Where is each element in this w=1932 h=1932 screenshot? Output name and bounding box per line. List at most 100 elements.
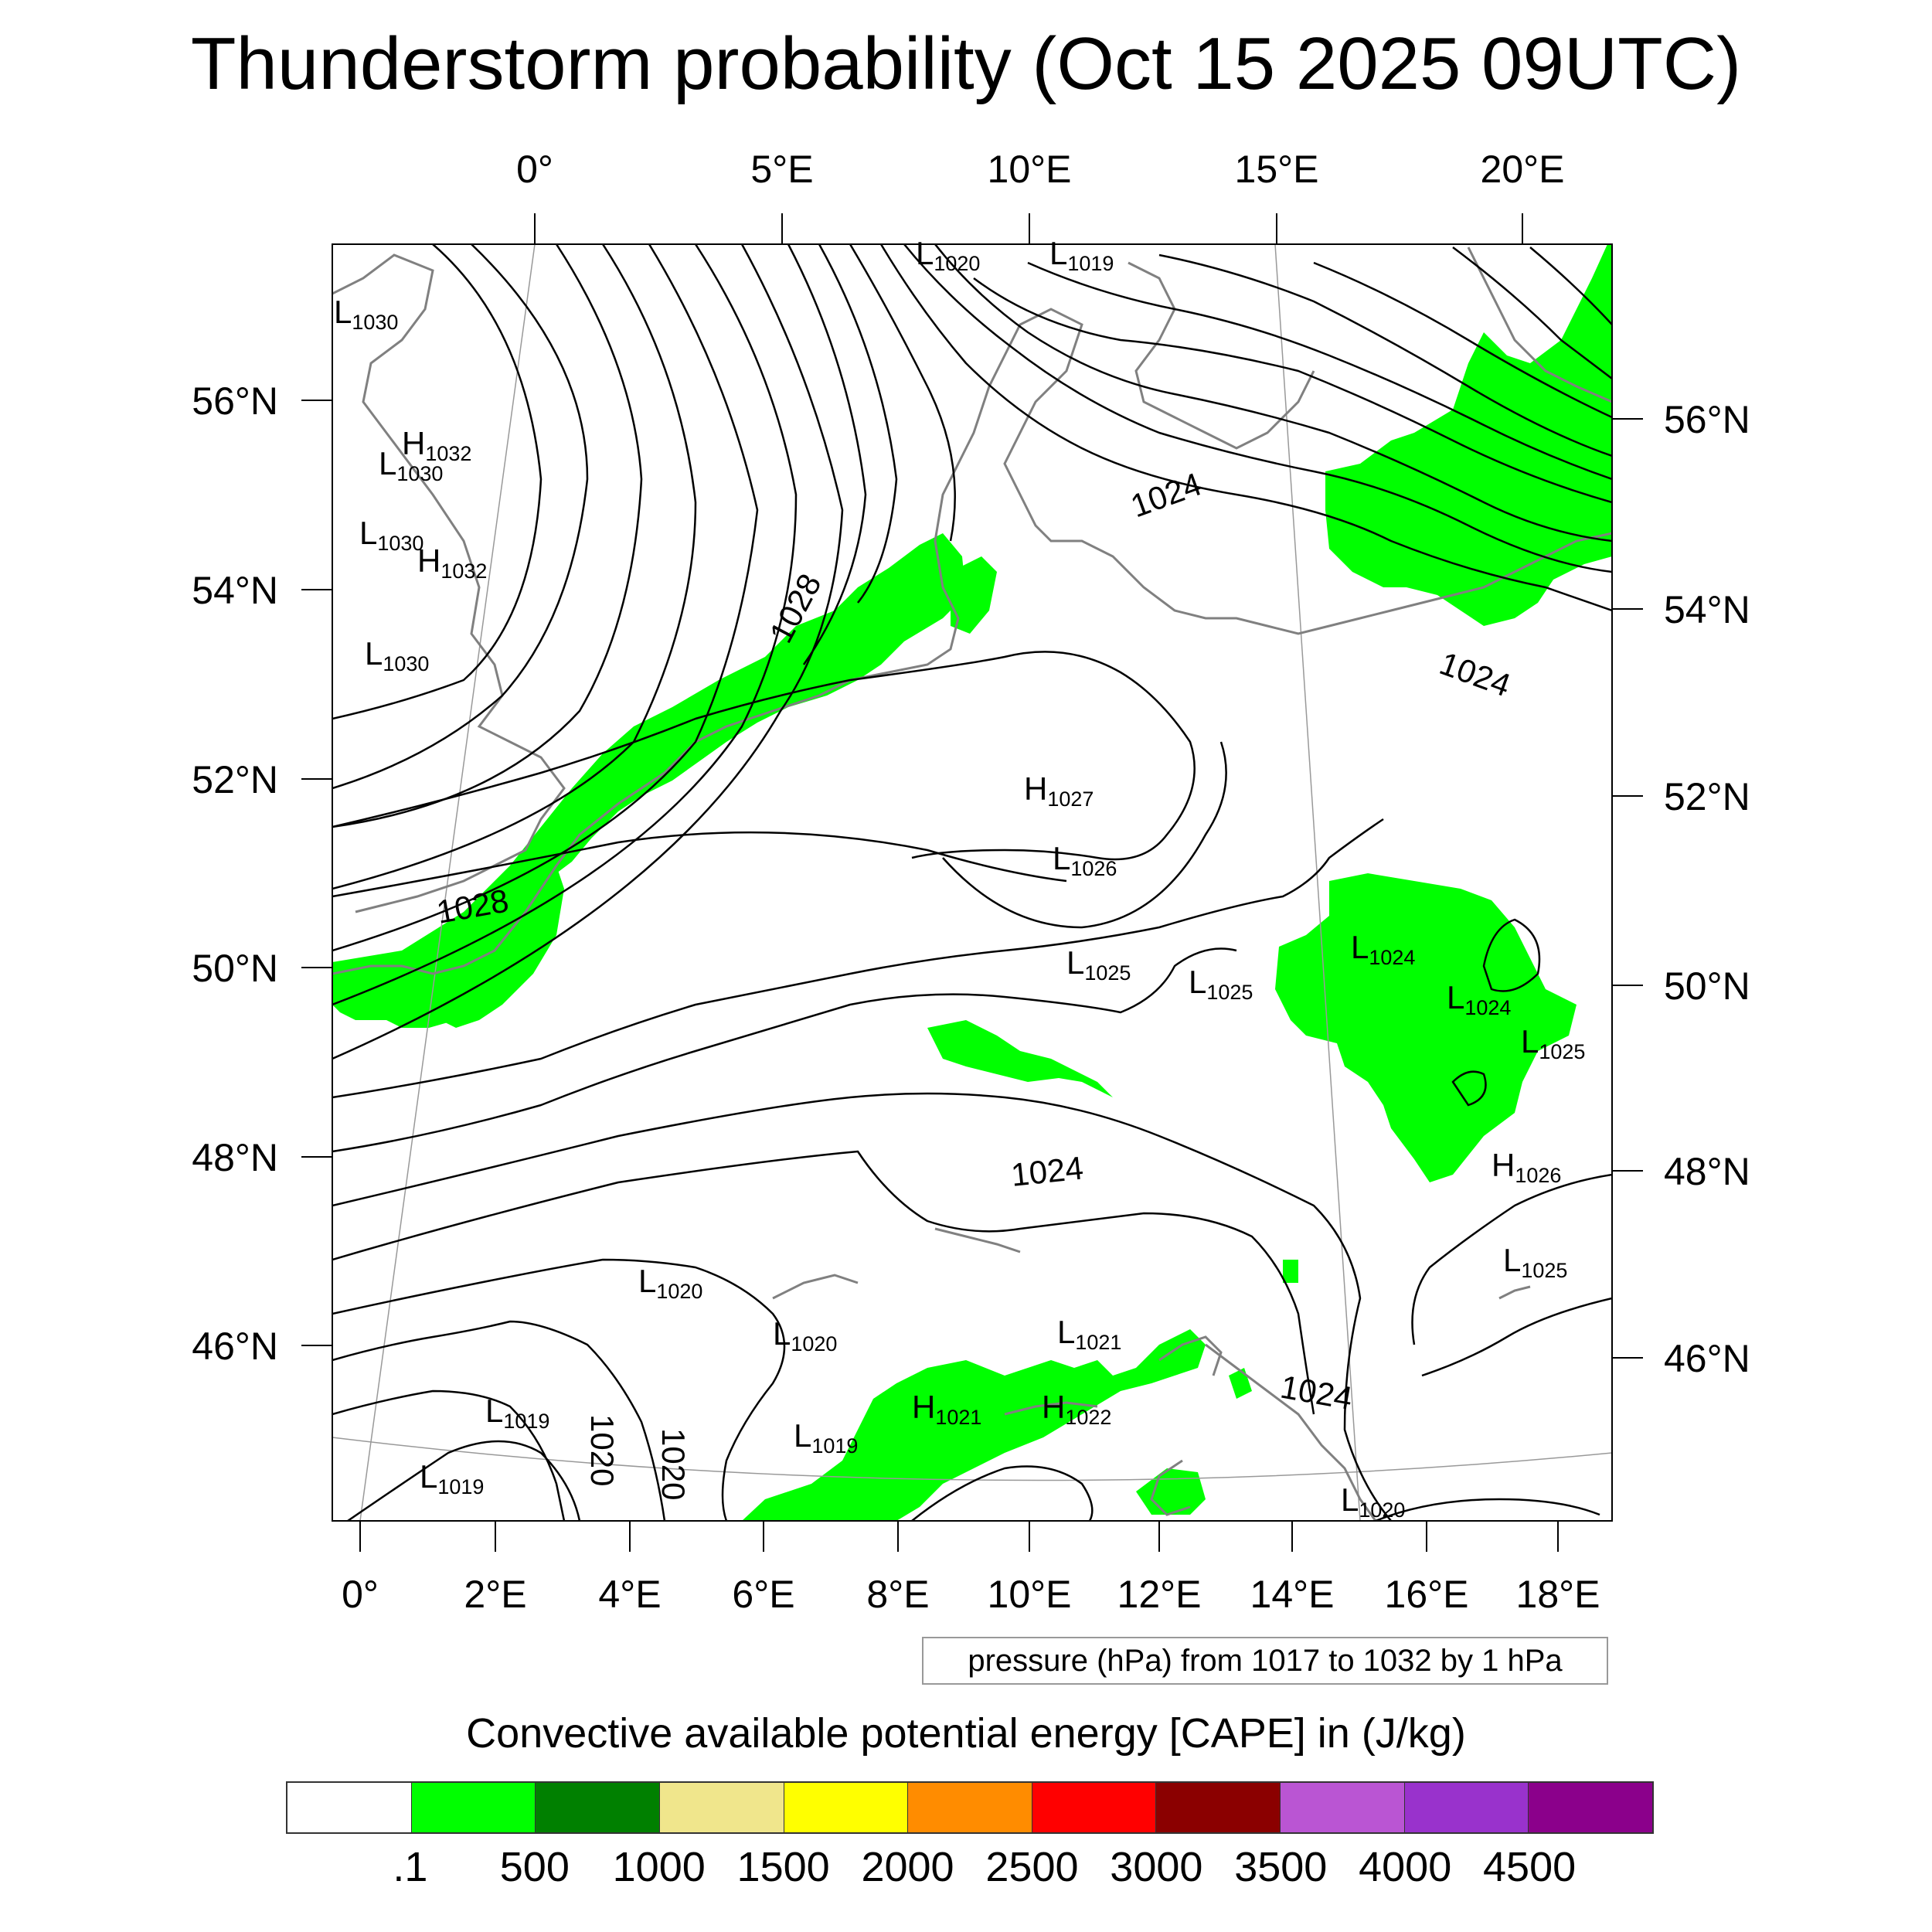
pressure-center: L1030 [334, 294, 398, 334]
isobar-label: 1024 [1277, 1369, 1355, 1417]
colorbar-label: .1 [393, 1844, 428, 1890]
pressure-center: L1025 [1189, 964, 1253, 1004]
colorbar-box [1404, 1783, 1529, 1832]
isobar-label: 1020 [655, 1428, 692, 1500]
pressure-center: H1022 [1042, 1389, 1111, 1429]
pressure-center: L1019 [1049, 235, 1114, 275]
map-frame [332, 243, 1613, 1522]
cape-area-lorraine [927, 1020, 1113, 1097]
bottom-lon-label: 18°E [1516, 1573, 1600, 1616]
left-lat-label: 52°N [192, 758, 278, 801]
pressure-center: L1025 [1066, 944, 1131, 985]
cape-area-adriatic [1136, 1468, 1206, 1515]
bottom-lon-label: 4°E [598, 1573, 661, 1616]
top-lon-label: 10°E [988, 148, 1072, 191]
bottom-lon-label: 14°E [1250, 1573, 1335, 1616]
pressure-center: L1025 [1521, 1023, 1585, 1063]
bottom-lon-label: 16°E [1385, 1573, 1469, 1616]
right-lat-label: 50°N [1664, 964, 1750, 1008]
isobar-label: 1024 [1435, 645, 1515, 703]
right-lat-label: 56°N [1664, 398, 1750, 441]
bottom-lon-label: 6°E [732, 1573, 794, 1616]
pressure-center: L1020 [916, 235, 980, 275]
colorbar-label: 1500 [736, 1844, 830, 1890]
colorbar-box [659, 1783, 784, 1832]
cape-area-small2 [1283, 1260, 1298, 1283]
cape-area-channel [332, 533, 966, 1028]
pressure-center: L1025 [1503, 1242, 1567, 1282]
bottom-lon-label: 8°E [866, 1573, 929, 1616]
right-lat-label: 52°N [1664, 775, 1750, 818]
left-lat-label: 50°N [192, 947, 278, 990]
left-lat-label: 54°N [192, 569, 278, 612]
contour-info-box: pressure (hPa) from 1017 to 1032 by 1 hP… [922, 1637, 1608, 1685]
bottom-lon-label: 0° [342, 1573, 379, 1616]
pressure-center: L1019 [485, 1393, 549, 1433]
pressure-center: L1024 [1351, 929, 1415, 969]
cape-area-poland [1325, 244, 1612, 626]
bottom-lon-label: 10°E [988, 1573, 1072, 1616]
graticule [332, 244, 1612, 1521]
left-lat-label: 48°N [192, 1136, 278, 1179]
isobar-label: 1020 [584, 1414, 621, 1486]
colorbar-box [1529, 1783, 1653, 1832]
colorbar-label: 3500 [1234, 1844, 1328, 1890]
colorbar-title: Convective available potential energy [C… [466, 1710, 1466, 1757]
pressure-center: L1020 [773, 1315, 837, 1355]
bottom-lon-label: 2°E [464, 1573, 526, 1616]
colorbar-label: 2500 [985, 1844, 1079, 1890]
pressure-center: H1032 [417, 543, 487, 583]
colorbar-labels: .1 500 1000 1500 2000 2500 3000 3500 4000 4500 [0, 1843, 1932, 1897]
right-lat-label: 48°N [1664, 1150, 1750, 1193]
pressure-center: L1030 [365, 635, 429, 675]
pressure-center: H1032 [402, 425, 471, 465]
pressure-center: H1026 [1492, 1147, 1561, 1187]
pressure-center: L1024 [1447, 979, 1511, 1019]
colorbar-label: 3000 [1110, 1844, 1203, 1890]
colorbar-box [287, 1783, 412, 1832]
colorbar-label: 500 [499, 1844, 570, 1890]
cape-area-belgium [440, 866, 564, 1028]
pressure-center: H1027 [1024, 770, 1094, 811]
pressure-center: L1019 [420, 1458, 484, 1498]
left-lat-label: 46°N [192, 1325, 278, 1368]
pressure-center: L1020 [1341, 1481, 1405, 1522]
colorbar-box [784, 1783, 909, 1832]
pressure-center: L1030 [359, 515, 423, 555]
colorbar-box [536, 1783, 660, 1832]
isobar-label: 1024 [1009, 1149, 1085, 1193]
pressure-center: H1021 [912, 1389, 981, 1429]
right-lat-label: 46°N [1664, 1337, 1750, 1380]
right-lat-label: 54°N [1664, 588, 1750, 631]
colorbar-label: 4000 [1359, 1844, 1452, 1890]
top-lon-label: 5°E [750, 148, 813, 191]
top-lon-label: 15°E [1235, 148, 1319, 191]
pressure-center: L1026 [1053, 840, 1117, 880]
pressure-center: L1021 [1057, 1314, 1121, 1354]
pressure-center: L1030 [379, 445, 443, 485]
colorbar-box [1281, 1783, 1405, 1832]
colorbar-box [1032, 1783, 1157, 1832]
colorbar-label: 2000 [861, 1844, 954, 1890]
top-lon-label: 0° [516, 148, 553, 191]
axis-ticks [301, 213, 1643, 1552]
colorbar-label: 1000 [612, 1844, 706, 1890]
pressure-center: L1020 [638, 1263, 702, 1303]
cape-colorbar [286, 1781, 1654, 1834]
colorbar-box [1156, 1783, 1281, 1832]
coastlines [332, 247, 1612, 1521]
cape-area-italy-north [742, 1329, 1206, 1521]
bottom-lon-label: 12°E [1117, 1573, 1202, 1616]
cape-area-denmark [951, 556, 997, 634]
cape-area-small1 [1229, 1368, 1252, 1399]
chart-title: Thunderstorm probability (Oct 15 2025 09… [190, 22, 1742, 105]
pressure-center: L1019 [794, 1417, 858, 1458]
isobars [332, 244, 1612, 1521]
colorbar-label: 4500 [1483, 1844, 1577, 1890]
left-lat-label: 56°N [192, 379, 278, 423]
cape-shading [332, 244, 1612, 1521]
isobar-label: 1024 [1126, 465, 1206, 524]
top-lon-label: 20°E [1481, 148, 1565, 191]
colorbar-box [908, 1783, 1032, 1832]
